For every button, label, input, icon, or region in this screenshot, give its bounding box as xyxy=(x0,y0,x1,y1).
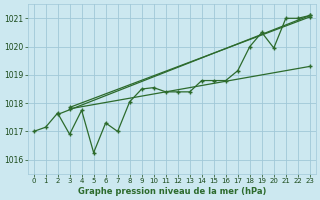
X-axis label: Graphe pression niveau de la mer (hPa): Graphe pression niveau de la mer (hPa) xyxy=(77,187,266,196)
